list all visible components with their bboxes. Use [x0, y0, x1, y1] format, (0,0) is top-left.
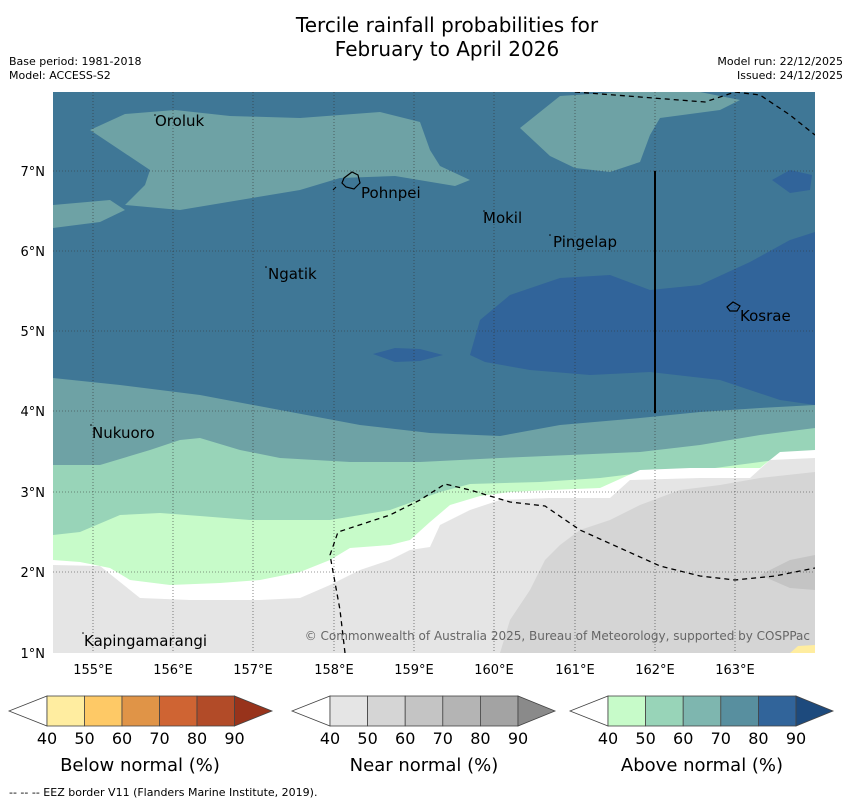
- colorbar-below-over: [234, 695, 274, 727]
- copyright-notice: © Commonwealth of Australia 2025, Bureau…: [305, 629, 810, 643]
- model-run-date: Model run: 22/12/2025: [717, 55, 843, 68]
- colorbar-below-tick: 50: [74, 729, 95, 748]
- lat-label: 6°N: [21, 245, 46, 260]
- colorbar-above-swatch: [720, 695, 759, 727]
- base-period: Base period: 1981-2018: [9, 55, 142, 68]
- colorbar-below-tick: 80: [186, 729, 208, 748]
- pohnpei-reef-outline: [332, 186, 337, 191]
- pingelap-marker: [549, 234, 551, 236]
- field-above-80-ne: [772, 170, 812, 193]
- colorbar-above-over: [795, 695, 835, 727]
- colorbar-below-tick: 70: [149, 729, 170, 748]
- probability-fields: [53, 92, 815, 653]
- place-label-mokil: Mokil: [483, 209, 522, 227]
- eez-footnote: -- -- -- EEZ border V11 (Flanders Marine…: [9, 786, 318, 799]
- nukuoro-marker: [90, 424, 92, 426]
- colorbar-below-swatch: [46, 695, 85, 727]
- lon-label: 159°E: [394, 663, 434, 678]
- colorbar-near-tick: 90: [507, 729, 529, 748]
- metadata-right: Model run: 22/12/2025 Issued: 24/12/2025: [717, 55, 843, 83]
- colorbar-near-swatch: [442, 695, 481, 727]
- colorbar-near-swatch: [479, 695, 519, 727]
- colorbar-near-under: [290, 695, 331, 727]
- lon-label: 157°E: [233, 663, 273, 678]
- colorbar-near-swatch: [329, 695, 368, 727]
- colorbar-near-swatch: [367, 695, 406, 727]
- colorbar-above-tick: 40: [597, 729, 619, 748]
- oroluk-marker: [154, 114, 156, 116]
- colorbar-below-swatch: [196, 695, 235, 727]
- lon-label: 156°E: [153, 663, 193, 678]
- lat-label: 5°N: [21, 325, 46, 340]
- lon-label: 155°E: [73, 663, 113, 678]
- colorbar-above-label: Above normal (%): [620, 755, 784, 776]
- colorbar-above-swatch: [682, 695, 722, 727]
- colorbar-above: [568, 695, 835, 727]
- colorbar-near-over: [517, 695, 557, 727]
- place-label-pohnpei: Pohnpei: [361, 184, 421, 202]
- lon-label: 160°E: [474, 663, 514, 678]
- lat-label: 2°N: [21, 566, 46, 581]
- colorbar-below-swatch: [84, 695, 123, 727]
- place-label-pingelap: Pingelap: [553, 233, 617, 251]
- colorbar-below-swatch: [121, 695, 160, 727]
- issued-date: Issued: 24/12/2025: [736, 69, 843, 82]
- pohnpei-island-outline: [341, 171, 361, 190]
- colorbar-above-tick: 70: [710, 729, 731, 748]
- chart-title-line2: February to April 2026: [334, 37, 560, 61]
- field-above-80-east: [470, 232, 815, 405]
- place-label-nukuoro: Nukuoro: [92, 424, 155, 442]
- ngatik-marker: [265, 266, 267, 268]
- field-below-40: [790, 645, 815, 653]
- lon-label: 162°E: [635, 663, 675, 678]
- colorbar-below: [7, 695, 274, 727]
- eez-border: [329, 92, 815, 653]
- colorbar-above-tick: 90: [785, 729, 807, 748]
- place-label-kosrae: Kosrae: [740, 307, 791, 325]
- lon-label: 158°E: [314, 663, 354, 678]
- model-name: Model: ACCESS-S2: [9, 69, 111, 82]
- colorbar-below-tick: 40: [36, 729, 58, 748]
- colorbar-near-swatch: [404, 695, 444, 727]
- colorbar-near-tick: 50: [357, 729, 378, 748]
- colorbar-below-tick: 90: [224, 729, 245, 748]
- colorbar-above-under: [568, 695, 609, 727]
- colorbar-below-tick: 60: [111, 729, 133, 748]
- lat-label: 3°N: [21, 486, 46, 501]
- lon-label: 163°E: [715, 663, 755, 678]
- colorbar-near-tick: 80: [470, 729, 491, 748]
- lat-label: 4°N: [21, 405, 46, 420]
- field-above-60-west: [53, 200, 125, 228]
- colorbar-near-tick: 40: [319, 729, 341, 748]
- metadata-left: Base period: 1981-2018 Model: ACCESS-S2: [9, 55, 141, 83]
- colorbar-above-swatch: [645, 695, 684, 727]
- place-label-oroluk: Oroluk: [155, 112, 204, 130]
- colorbar-above-swatch: [758, 695, 797, 727]
- colorbar-above-tick: 80: [748, 729, 769, 748]
- colorbar-below-label: Below normal (%): [60, 755, 220, 776]
- place-label-ngatik: Ngatik: [268, 265, 317, 283]
- colorbar-below-under: [7, 695, 48, 727]
- lat-label: 7°N: [21, 165, 46, 180]
- colorbar-above-tick: 60: [673, 729, 694, 748]
- place-label-kapingamarangi: Kapingamarangi: [84, 632, 207, 650]
- field-near-50: [500, 472, 815, 653]
- kapingamarangi-marker: [82, 632, 84, 634]
- colorbar-near-tick: 60: [395, 729, 416, 748]
- colorbar-below-swatch: [159, 695, 198, 727]
- mokil-marker: [483, 210, 485, 212]
- kosrae-island-outline: [726, 301, 741, 312]
- field-above-60-north: [90, 110, 470, 210]
- field-near-60: [760, 555, 815, 590]
- lat-label: 1°N: [21, 647, 46, 662]
- colorbar-near-tick: 70: [432, 729, 453, 748]
- field-above-80-small: [373, 348, 443, 362]
- lon-label: 161°E: [555, 663, 595, 678]
- colorbar-near-label: Near normal (%): [349, 755, 499, 776]
- colorbar-above-swatch: [607, 695, 646, 727]
- chart-title-line1: Tercile rainfall probabilities for: [295, 13, 599, 37]
- colorbar-near: [290, 695, 557, 727]
- colorbar-above-tick: 50: [635, 729, 656, 748]
